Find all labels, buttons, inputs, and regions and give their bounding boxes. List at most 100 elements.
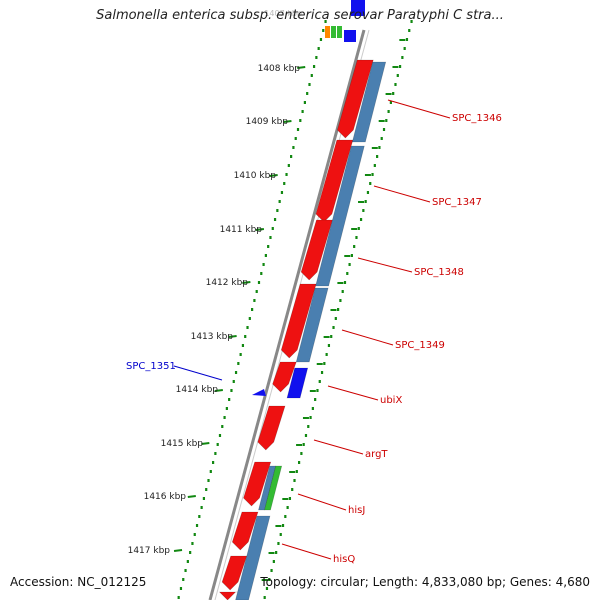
gene-label-hisq[interactable]: hisQ <box>333 554 355 565</box>
genome-summary-text: Topology: circular; Length: 4,833,080 bp… <box>260 575 590 589</box>
gene-label-ubix[interactable]: ubiX <box>380 395 402 406</box>
gc-dot <box>334 317 337 320</box>
blast-hit <box>286 367 309 399</box>
gc-dot <box>299 119 302 122</box>
gc-dot <box>341 290 344 293</box>
gc-dot <box>214 452 217 455</box>
label-leader-line <box>313 439 364 455</box>
gc-dot <box>314 398 317 401</box>
gc-dot <box>304 434 308 437</box>
gene-label-spc-1348[interactable]: SPC_1348 <box>414 267 464 278</box>
gc-dot <box>366 191 370 194</box>
gc-dot <box>241 344 245 347</box>
gene-label-spc-1347[interactable]: SPC_1347 <box>432 197 482 208</box>
gc-dot <box>293 479 296 482</box>
gc-dot <box>270 569 273 572</box>
gc-dot <box>301 110 304 113</box>
gene-label-argt[interactable]: argT <box>365 449 388 460</box>
gc-dot <box>403 47 406 50</box>
tick-mark <box>228 335 237 338</box>
gc-dot <box>330 335 333 338</box>
gc-dot <box>394 83 397 86</box>
gc-dot <box>205 488 208 491</box>
tick-label: 1414 kbp <box>176 385 219 395</box>
feature-tracks <box>218 0 387 601</box>
gc-dot <box>303 101 306 104</box>
gc-dot <box>389 101 392 104</box>
gc-dot <box>246 326 249 329</box>
gc-dot <box>337 308 340 311</box>
tick-label: 1415 kbp <box>161 439 204 449</box>
gc-dot-tracks <box>177 20 413 599</box>
tick-label: 1407 kbp <box>264 9 302 18</box>
tick-label: 1416 kbp <box>144 492 187 502</box>
gc-dot <box>248 317 251 320</box>
gc-dot <box>343 281 347 284</box>
feature-stub <box>325 26 330 38</box>
tick-mark <box>173 549 183 552</box>
gc-dot <box>380 137 383 140</box>
gene-label-spc-1351[interactable]: SPC_1351 <box>126 361 176 372</box>
gc-dot <box>311 407 314 410</box>
gc-dot <box>193 533 196 536</box>
gc-dot <box>295 470 298 473</box>
feature-stub <box>337 26 342 38</box>
tick-label: 1417 kbp <box>128 546 171 556</box>
gc-dot <box>385 119 388 122</box>
gc-dot <box>308 83 311 86</box>
cds-arrow <box>272 361 297 393</box>
backbone-line <box>208 29 366 601</box>
gc-dot <box>387 110 390 113</box>
feature-stub <box>331 26 336 38</box>
gc-dot <box>355 236 358 239</box>
gc-dot <box>320 371 324 374</box>
gene-label-hisj[interactable]: hisJ <box>348 505 365 516</box>
gc-dot <box>382 128 386 131</box>
gc-dot <box>275 551 278 554</box>
gc-dot <box>244 335 247 338</box>
gc-dot <box>276 209 279 212</box>
gc-dot <box>186 560 189 563</box>
gc-dot <box>405 38 409 41</box>
tick-label: 1412 kbp <box>206 278 249 288</box>
label-leader-line <box>173 365 223 381</box>
gc-dot <box>357 227 360 230</box>
tick-mark <box>255 228 265 231</box>
gc-dot <box>410 20 413 23</box>
gc-dot <box>292 146 295 149</box>
tick-mark <box>242 281 251 284</box>
tick-label: 1413 kbp <box>191 332 234 342</box>
gc-dot <box>260 272 263 275</box>
gc-dot <box>198 515 201 518</box>
gc-dot <box>392 92 395 95</box>
cds-arrow <box>243 461 272 507</box>
cds-arrow <box>218 591 238 601</box>
gc-dot <box>216 443 219 446</box>
gc-dot <box>278 200 281 203</box>
gc-dot <box>297 461 301 464</box>
feature-stub <box>351 0 365 16</box>
gc-dot <box>191 542 194 545</box>
tick-label: 1410 kbp <box>234 171 277 181</box>
gc-dot <box>291 488 294 491</box>
gc-dot <box>315 56 318 59</box>
gc-dot <box>277 542 280 545</box>
gene-label-spc-1346[interactable]: SPC_1346 <box>452 113 502 124</box>
other-feature <box>264 465 283 511</box>
gc-dot <box>267 245 270 248</box>
gc-dot <box>253 299 256 302</box>
gc-dot <box>364 200 367 203</box>
gc-dot <box>294 137 297 140</box>
gc-dot <box>177 596 180 599</box>
gc-dot <box>221 425 224 428</box>
gene-label-spc-1349[interactable]: SPC_1349 <box>395 340 445 351</box>
gc-dot <box>350 254 353 257</box>
gc-dot <box>237 362 240 365</box>
label-leader-line <box>387 99 451 119</box>
accession-text: Accession: NC_012125 <box>10 575 147 589</box>
tick-label: 1411 kbp <box>220 225 263 235</box>
gc-dot <box>378 146 381 149</box>
gc-dot <box>209 470 212 473</box>
tick-mark <box>214 389 223 392</box>
